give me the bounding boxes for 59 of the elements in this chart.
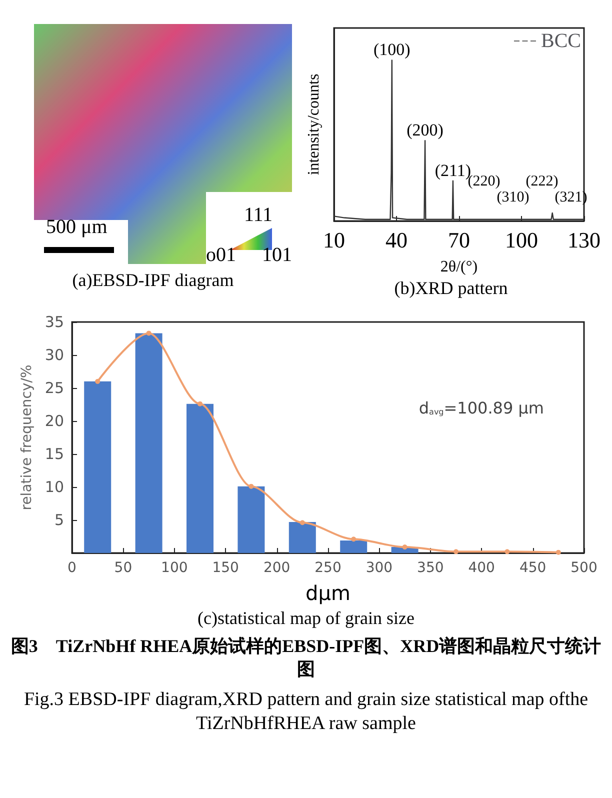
text: (a)EBSD-IPF diagram [71, 270, 235, 291]
text: 500 μm [46, 216, 108, 239]
point [351, 536, 356, 542]
bar [135, 333, 162, 553]
annotation: davg=100.89 μm [418, 398, 544, 418]
x-tick-label: 200 [263, 560, 290, 576]
text: 101 [262, 244, 292, 267]
text: (c)statistical map of grain size [196, 608, 416, 629]
legend-label: BCC [540, 30, 582, 52]
bar [288, 522, 316, 553]
bar [186, 404, 214, 553]
point [402, 544, 408, 550]
y-tick-label: 10 [44, 478, 64, 496]
point [454, 549, 458, 554]
x-tick-label: 100 [161, 560, 188, 576]
point [504, 549, 510, 554]
annotation: (310) [496, 190, 530, 206]
point [248, 484, 254, 489]
point [146, 330, 152, 336]
y-tick-label: 30 [44, 346, 64, 364]
bar [84, 381, 112, 553]
point [556, 550, 561, 555]
x-tick-label: 250 [314, 560, 342, 576]
y-tick-label: 5 [54, 511, 64, 529]
x-tick-label: 130 [568, 228, 600, 252]
y-tick-label: 35 [44, 313, 64, 331]
x-tick-label: 0 [68, 560, 76, 576]
annotation: (100) [374, 40, 410, 60]
text: (b)XRD pattern [393, 278, 509, 299]
x-axis-title: dμm [306, 581, 350, 605]
x-tick-label: 450 [519, 560, 546, 576]
annotation: (211) [434, 160, 472, 180]
bar [238, 486, 265, 553]
x-tick-label: 500 [570, 560, 598, 576]
bar [340, 540, 368, 553]
x-tick-label: 50 [114, 560, 132, 576]
annotation: (222) [526, 174, 558, 190]
x-tick-label: 350 [417, 560, 444, 576]
x-tick-label: 70 [448, 228, 470, 252]
x-tick-label: 100 [505, 228, 538, 252]
x-tick-label: 300 [366, 560, 393, 576]
y-axis-title: intensity/counts [306, 74, 322, 176]
x-tick-label: 400 [468, 560, 495, 576]
y-tick-label: 20 [44, 412, 64, 430]
caption: Fig.3 EBSD-IPF diagram,XRD pattern and grain size statistical map ofthe TiZrNbHfRHEA raw sample [22, 688, 590, 736]
x-axis-title: 2θ/(°) [440, 258, 478, 276]
x-tick-label: 40 [386, 228, 408, 252]
caption: 图3 TiZrNbHf RHEA原始试样的EBSD-IPF图、XRD谱图和晶粒尺寸统计图 [10, 635, 602, 682]
annotation: (200) [406, 120, 444, 140]
text: o01 [206, 244, 236, 267]
y-axis-title: relative frequency/% [19, 364, 36, 510]
point [300, 520, 305, 526]
text: 111 [244, 204, 273, 227]
x-tick-label: 150 [212, 560, 239, 576]
y-tick-label: 15 [44, 445, 64, 463]
y-tick-label: 25 [44, 379, 64, 397]
x-tick-label: 10 [323, 228, 345, 252]
point [198, 401, 202, 406]
point [95, 378, 100, 384]
